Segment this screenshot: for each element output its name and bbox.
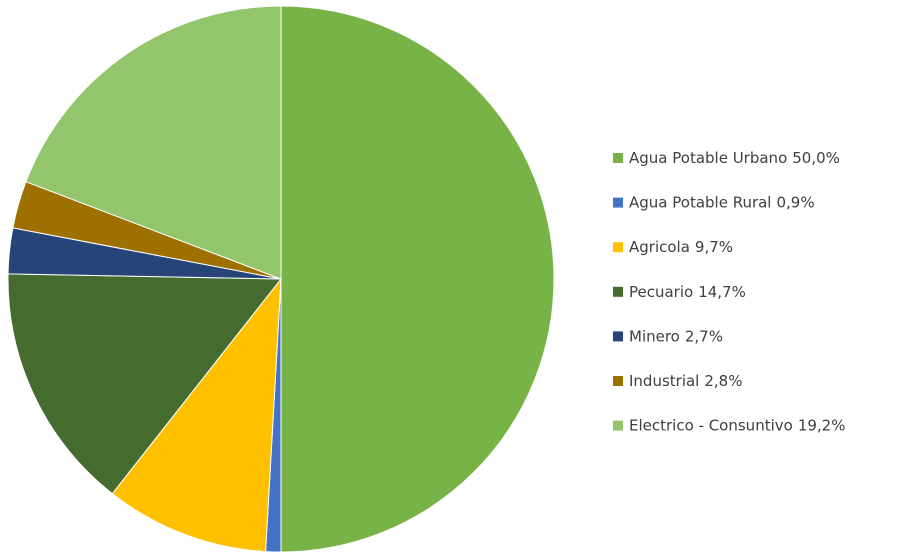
legend-swatch — [613, 242, 623, 253]
legend-name: Pecuario — [629, 282, 693, 300]
pie-slice — [111, 277, 282, 553]
legend-swatch — [613, 376, 623, 386]
legend-swatch — [613, 153, 623, 163]
legend-swatch — [613, 331, 623, 342]
legend-value: 14,7% — [698, 282, 746, 300]
legend-name: Agua Potable Rural — [629, 193, 771, 211]
legend-value: 19,2% — [798, 416, 846, 434]
legend-name: Agua Potable Urbano — [629, 149, 787, 167]
legend-value: 50,0% — [792, 149, 840, 167]
legend-value: 0,9% — [776, 193, 814, 211]
legend-name: Minero — [629, 327, 680, 345]
legend-label: Industrial 2,8% — [629, 372, 742, 390]
legend-label: Agua Potable Urbano 50,0% — [629, 149, 840, 167]
pie-slice — [7, 273, 283, 495]
legend-name: Electrico - Consuntivo — [629, 416, 793, 434]
legend-swatch — [613, 286, 623, 297]
legend-name: Industrial — [629, 372, 699, 390]
legend-label: Electrico - Consuntivo 19,2% — [629, 416, 845, 434]
legend-swatch — [613, 420, 623, 431]
legend-label: Pecuario 14,7% — [629, 282, 746, 300]
pie-slice — [25, 5, 282, 280]
legend-value: 2,7% — [685, 327, 723, 345]
legend-label: Minero 2,7% — [629, 327, 723, 345]
legend-value: 9,7% — [695, 238, 733, 256]
pie-slice — [280, 5, 555, 553]
legend-value: 2,8% — [704, 372, 742, 390]
legend-name: Agricola — [629, 238, 690, 256]
legend-swatch — [613, 197, 623, 208]
legend-label: Agricola 9,7% — [629, 238, 733, 256]
legend-label: Agua Potable Rural 0,9% — [629, 193, 815, 211]
